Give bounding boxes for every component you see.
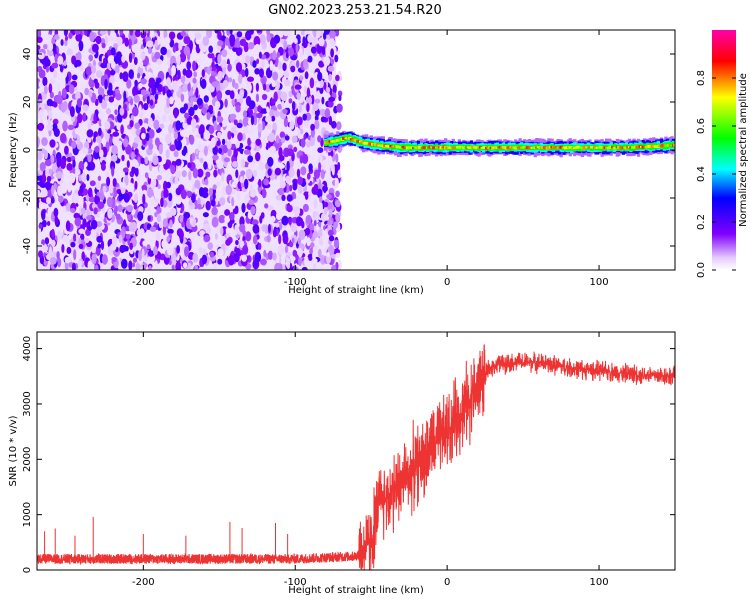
snr-x-label: Height of straight line (km)	[288, 585, 424, 596]
snr-x-ticks: -200 -100 0 100	[132, 332, 609, 588]
snr-series-line	[37, 344, 675, 570]
tick-label: -200	[132, 577, 155, 588]
tick-label: 20	[22, 96, 33, 109]
spectrogram-y-label: Frequency (Hz)	[8, 112, 19, 188]
tick-label: 3000	[22, 391, 33, 416]
colorbar-label: Normalized spectral amplitude	[738, 73, 749, 227]
tick-label: 0.2	[696, 214, 707, 230]
spectrogram-x-ticks: -200 -100 0 100	[132, 30, 609, 288]
tick-label: 1000	[22, 502, 33, 527]
tick-label: -100	[284, 577, 307, 588]
colorbar-ticks: 0.0 0.2 0.4 0.6 0.8	[696, 70, 736, 278]
tick-label: 0.4	[696, 166, 707, 182]
snr-y-ticks: 0 1000 2000 3000 4000	[22, 336, 675, 573]
tick-label: -20	[22, 190, 33, 206]
spectrogram-x-label: Height of straight line (km)	[288, 285, 424, 296]
snr-y-label: SNR (10 * v/v)	[8, 415, 19, 486]
snr-frame	[36, 331, 676, 571]
spectrogram-y-ticks: -40 -20 0 20 40	[22, 48, 675, 254]
tick-label: -100	[284, 277, 307, 288]
tick-label: 4000	[22, 336, 33, 361]
tick-label: 100	[590, 277, 609, 288]
tick-label: 0	[22, 567, 33, 573]
spectrogram-image	[37, 30, 675, 270]
tick-label: 0.8	[696, 70, 707, 86]
tick-label: 100	[590, 577, 609, 588]
tick-label: 0	[22, 147, 33, 153]
tick-label: 0	[444, 277, 450, 288]
snr-plot-area	[37, 344, 675, 570]
figure-title: GN02.2023.253.21.54.R20	[268, 3, 442, 18]
colorbar	[712, 30, 736, 270]
tick-label: 2000	[22, 447, 33, 472]
tick-label: 0.6	[696, 118, 707, 134]
tick-label: 0.0	[696, 262, 707, 278]
tick-label: -40	[22, 238, 33, 254]
snr-panel: -200 -100 0 100 0 1000 2000 3000 4000 Height of…	[8, 331, 676, 596]
spectrogram-signal-track	[324, 130, 675, 158]
tick-label: 40	[22, 48, 33, 61]
tick-label: -200	[132, 277, 155, 288]
spectrogram-noise	[37, 30, 343, 270]
tick-label: 0	[444, 577, 450, 588]
